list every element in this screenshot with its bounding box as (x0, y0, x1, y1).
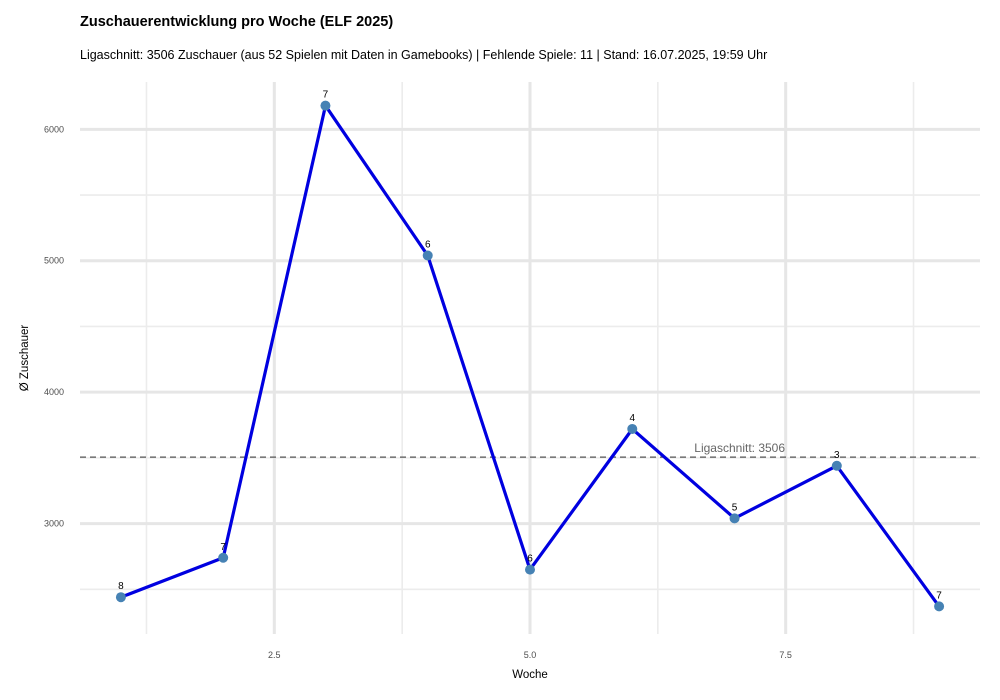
data-label: 7 (220, 542, 226, 553)
data-point (218, 552, 229, 563)
data-label: 7 (936, 590, 942, 601)
x-tick-label: 5.0 (524, 650, 537, 660)
y-axis-title: Ø Zuschauer (19, 325, 31, 392)
y-tick-label: 6000 (44, 124, 64, 134)
data-point (115, 592, 126, 603)
data-label: 8 (118, 581, 124, 592)
chart-subtitle: Ligaschnitt: 3506 Zuschauer (aus 52 Spie… (80, 48, 768, 62)
data-point (729, 513, 740, 524)
reference-line-label: Ligaschnitt: 3506 (694, 441, 785, 455)
major-gridlines (80, 82, 980, 634)
data-point (525, 564, 535, 575)
data-label: 3 (834, 450, 840, 461)
data-point (422, 250, 433, 261)
reference-line-group: Ligaschnitt: 3506 (80, 441, 980, 458)
y-tick-label: 5000 (44, 256, 64, 266)
data-label: 5 (732, 502, 738, 513)
point-labels-group: 8 7 7 6 6 4 5 3 7 (118, 90, 942, 602)
y-tick-label: 3000 (44, 519, 64, 529)
data-label: 4 (629, 413, 635, 424)
data-label: 6 (425, 239, 431, 250)
chart-title: Zuschauerentwicklung pro Woche (ELF 2025… (80, 14, 394, 30)
x-tick-label: 7.5 (779, 650, 792, 660)
data-point (627, 423, 638, 434)
data-point (934, 601, 945, 612)
data-label: 6 (527, 554, 533, 565)
axis-labels-group: 2.5 5.0 7.5 3000 4000 5000 6000 Woche Ø Zuschaue… (19, 124, 792, 681)
x-axis-title: Woche (512, 669, 548, 681)
y-tick-label: 4000 (44, 387, 64, 397)
data-point (320, 100, 331, 111)
x-tick-label: 2.5 (268, 650, 281, 660)
data-points-group (115, 100, 945, 612)
data-label: 7 (323, 90, 329, 101)
data-point (831, 460, 842, 471)
